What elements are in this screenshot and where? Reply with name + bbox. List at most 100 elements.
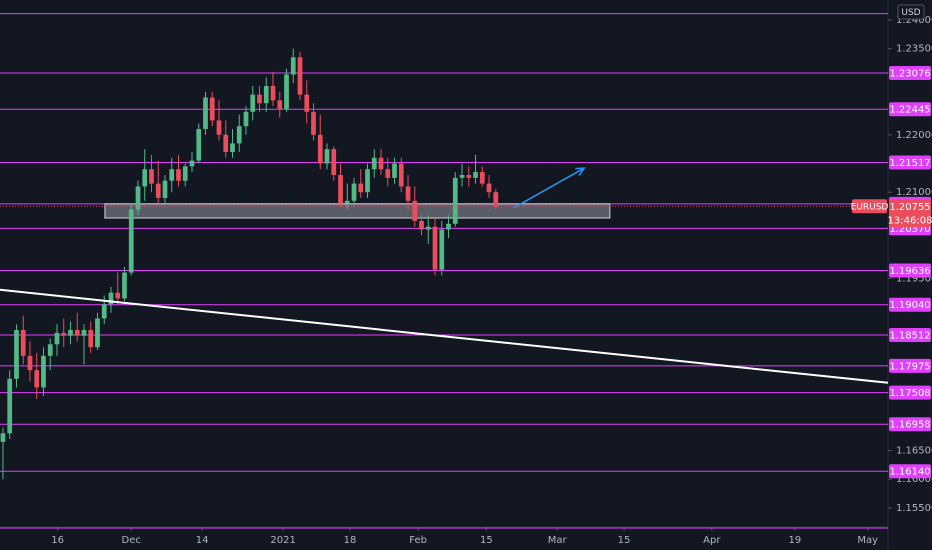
- candle-body: [385, 169, 391, 178]
- candle-body: [182, 166, 188, 181]
- level-label: 1.19040: [889, 300, 930, 311]
- x-tick-label: 15: [480, 535, 493, 546]
- y-tick-label: 1.21000: [896, 187, 932, 198]
- x-tick-label: 19: [788, 535, 801, 546]
- level-label: 1.18512: [889, 331, 930, 342]
- candle-body: [88, 329, 94, 348]
- candle-body: [0, 433, 6, 442]
- symbol-label: EURUSD: [851, 202, 889, 212]
- currency-box: [897, 4, 925, 20]
- candle-body: [101, 304, 107, 319]
- candle-body: [196, 129, 202, 161]
- candle-body: [317, 134, 323, 164]
- candle-body: [446, 223, 451, 230]
- candle-body: [331, 149, 337, 175]
- level-label: 1.17508: [889, 388, 930, 399]
- zone: [104, 203, 611, 219]
- candle-body: [405, 186, 411, 201]
- currency-label: USD: [901, 8, 920, 18]
- candle-body: [74, 329, 80, 336]
- candle-body: [236, 126, 242, 144]
- candle-body: [466, 174, 472, 178]
- x-tick-label: 2021: [270, 535, 295, 546]
- candle-body: [263, 85, 269, 104]
- candle-body: [392, 163, 397, 178]
- symbol-tag: [852, 199, 887, 214]
- candle-body: [20, 329, 26, 356]
- x-tick-label: Apr: [703, 535, 721, 546]
- level-label-box: [889, 385, 931, 400]
- level-label-box: [889, 66, 931, 81]
- y-tick-label: 1.16500: [896, 446, 932, 457]
- candle-body: [189, 160, 195, 167]
- x-tick-label: Feb: [409, 535, 427, 546]
- y-tick-label: 1.15500: [896, 503, 932, 514]
- y-tick-label: 1.16000: [896, 474, 932, 485]
- candle-body: [358, 183, 364, 193]
- candle-body: [155, 183, 161, 198]
- candle-body: [425, 226, 431, 230]
- candle-body: [439, 229, 445, 270]
- candle-body: [290, 57, 296, 75]
- candle-body: [27, 355, 33, 371]
- candle-body: [297, 57, 303, 95]
- candle-body: [54, 332, 60, 345]
- candle-body: [459, 174, 465, 178]
- level-label-box: [889, 102, 931, 117]
- candle-body: [452, 177, 458, 224]
- candle-body: [7, 378, 13, 434]
- last-price-label: 1.20755: [889, 202, 930, 213]
- level-label: 1.22445: [889, 105, 930, 116]
- candle-body: [34, 370, 40, 388]
- candle-body: [47, 344, 53, 356]
- candle-body: [257, 94, 262, 104]
- level-label-box: [889, 417, 931, 432]
- candle-body: [324, 149, 330, 164]
- level-label-box: [889, 263, 931, 278]
- candle-body: [486, 183, 492, 193]
- candle-body: [351, 183, 357, 201]
- level-label: 1.20370: [889, 224, 930, 235]
- trend-line: [0, 288, 889, 384]
- candle-body: [108, 292, 114, 305]
- candle-body: [209, 97, 215, 121]
- countdown: 13:46:08: [888, 215, 932, 226]
- candle-body: [378, 157, 384, 170]
- candle-body: [68, 329, 73, 336]
- last-price-box: [889, 199, 931, 228]
- candle-body: [277, 100, 283, 109]
- candle-body: [270, 85, 276, 101]
- candle-body: [338, 174, 343, 204]
- candle-body: [142, 169, 148, 187]
- candle-body: [412, 200, 418, 221]
- level-label: 1.19636: [889, 266, 930, 277]
- y-tick-label: 1.24000: [896, 15, 932, 26]
- level-label: 1.16140: [889, 467, 930, 478]
- level-label: 1.17975: [889, 361, 930, 372]
- candle-body: [162, 180, 168, 198]
- x-tick-label: 18: [344, 535, 357, 546]
- candle-body: [216, 120, 222, 135]
- x-tick-label: 16: [51, 535, 64, 546]
- candle-body: [135, 186, 141, 210]
- level-label-box: [889, 464, 931, 479]
- candle-body: [243, 111, 249, 127]
- candle-body: [230, 143, 235, 153]
- level-label: 1.23076: [889, 69, 930, 80]
- y-tick-label: 1.22000: [896, 130, 932, 141]
- candle-body: [284, 74, 289, 109]
- level-label-box: [889, 155, 931, 170]
- candle-body: [41, 355, 46, 388]
- candle-body: [14, 329, 19, 379]
- x-tick-label: 15: [618, 535, 631, 546]
- candle-body: [371, 157, 377, 170]
- candle-body: [149, 169, 154, 184]
- candle-body: [473, 172, 478, 178]
- candle-body: [304, 94, 310, 112]
- candle-body: [128, 209, 134, 273]
- arrow-line: [513, 167, 585, 209]
- candle-body: [169, 169, 175, 181]
- level-label-box: [889, 358, 931, 373]
